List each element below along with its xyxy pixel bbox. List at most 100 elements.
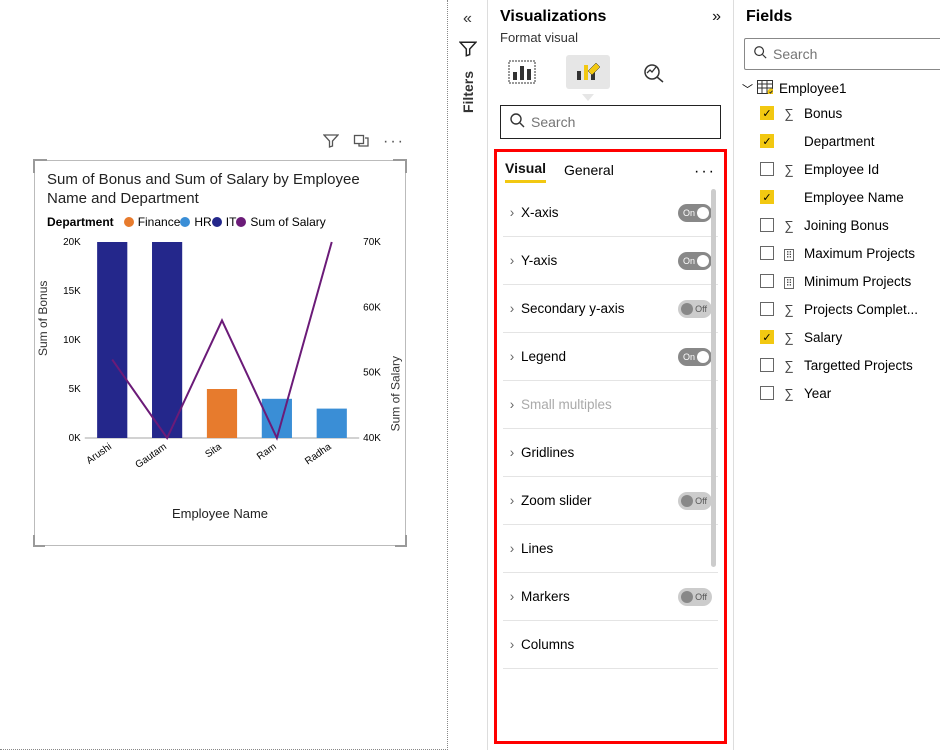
chevron-right-icon: › [503,589,521,604]
table-node[interactable]: ﹀ Employee1 [734,78,940,99]
checkbox[interactable] [760,386,774,400]
expand-filters-icon[interactable]: « [463,10,472,28]
build-visual-icon[interactable] [500,55,544,89]
field-item[interactable]: ✓∑Salary [734,323,940,351]
toggle[interactable]: On [678,204,712,222]
calculator-icon: ⠿ [782,246,796,261]
format-card[interactable]: ›X-axisOn [503,189,718,237]
toggle[interactable]: Off [678,588,712,606]
field-item[interactable]: ∑ Employee Id [734,155,940,183]
svg-text:Gautam: Gautam [134,441,169,470]
chevron-right-icon: › [503,349,521,364]
fields-pane: Fields » ﹀ Employee1 ✓∑Bonus✓Department∑… [734,0,940,750]
field-item[interactable]: ✓ ∑ Bonus [734,99,940,127]
tab-visual[interactable]: Visual [505,160,546,183]
sigma-icon: ∑ [782,106,796,121]
format-card[interactable]: ›Zoom sliderOff [503,477,718,525]
focus-mode-icon[interactable] [353,133,369,154]
filters-label: Filters [460,71,476,113]
svg-text:40K: 40K [363,432,381,443]
toggle[interactable]: On [678,252,712,270]
analytics-icon[interactable] [632,55,676,89]
filter-icon[interactable] [323,133,339,154]
field-name: Projects Complet... [804,302,940,317]
toggle[interactable]: Off [678,300,712,318]
card-label: Lines [521,541,712,556]
format-card[interactable]: ›Gridlines [503,429,718,477]
legend-label: Department [47,215,114,229]
checkbox[interactable]: ✓ [760,190,774,204]
format-search-input[interactable] [531,114,712,130]
checkbox[interactable]: ✓ [760,134,774,148]
sigma-icon: ∑ [782,330,796,345]
checkbox[interactable] [760,274,774,288]
field-item[interactable]: ∑Targetted Projects [734,351,940,379]
checkbox[interactable] [760,162,774,176]
card-label: Gridlines [521,445,712,460]
format-search[interactable] [500,105,721,139]
format-card[interactable]: ›MarkersOff [503,573,718,621]
calculator-icon: ⠿ [782,274,796,289]
format-cards-container: Visual General ··· ›X-axisOn›Y-axisOn›Se… [494,149,727,744]
format-card[interactable]: ›Y-axisOn [503,237,718,285]
svg-text:50K: 50K [363,367,381,378]
chart-title: Sum of Bonus and Sum of Salary by Employ… [35,161,405,213]
format-card[interactable]: ›Lines [503,525,718,573]
chevron-right-icon: › [503,541,521,556]
filters-pane-collapsed[interactable]: « Filters [448,0,488,750]
field-item[interactable]: ✓Employee Name [734,183,940,211]
report-canvas[interactable]: ··· Sum of Bonus and Sum of Salary by Em… [0,0,448,750]
field-name: Employee Id [804,162,940,177]
chevron-right-icon: › [503,493,521,508]
checkbox[interactable] [760,358,774,372]
svg-text:70K: 70K [363,236,381,247]
tab-general[interactable]: General [564,162,614,182]
toggle[interactable]: On [678,348,712,366]
svg-text:Sita: Sita [203,441,224,460]
legend-item: Finance [124,215,181,229]
field-item[interactable]: ∑Joining Bonus [734,211,940,239]
view-switcher [488,51,733,97]
more-options-icon[interactable]: ··· [383,133,405,154]
sigma-icon: ∑ [782,162,796,177]
chevron-right-icon: › [503,397,521,412]
field-item[interactable]: ✓ Department [734,127,940,155]
chevron-right-icon: › [503,301,521,316]
chevron-right-icon: › [503,637,521,652]
svg-text:5K: 5K [69,383,82,394]
field-item[interactable]: ⠿ Minimum Projects [734,267,940,295]
chevron-down-icon: ﹀ [742,81,753,97]
fields-search-input[interactable] [773,46,940,62]
collapse-visualizations-icon[interactable]: » [712,8,721,26]
x-axis-title: Employee Name [35,476,405,527]
svg-text:60K: 60K [363,302,381,313]
tab-more-icon[interactable]: ··· [694,163,716,181]
field-item[interactable]: ∑Year [734,379,940,407]
visualizations-pane: Visualizations » Format visual Visual Ge… [488,0,734,750]
format-visual-icon[interactable] [566,55,610,89]
field-item[interactable]: ∑Projects Complet... [734,295,940,323]
svg-text:20K: 20K [63,236,81,247]
checkbox[interactable] [760,302,774,316]
format-card[interactable]: ›Columns [503,621,718,669]
toggle[interactable]: Off [678,492,712,510]
field-name: Bonus [804,106,940,121]
card-label: X-axis [521,205,678,220]
visualizations-title: Visualizations [500,8,606,26]
format-card[interactable]: ›LegendOn [503,333,718,381]
legend-item: IT [212,215,237,229]
field-name: Minimum Projects [804,274,940,289]
field-name: Year [804,386,940,401]
checkbox[interactable] [760,246,774,260]
y-left-axis-title: Sum of Bonus [36,280,50,355]
checkbox[interactable]: ✓ [760,106,774,120]
chart-visual-frame[interactable]: ··· Sum of Bonus and Sum of Salary by Em… [34,160,406,546]
fields-search[interactable] [744,38,940,70]
chart-legend: Department FinanceHRITSum of Salary [35,213,405,236]
chart-plot: Sum of Bonus Sum of Salary 0K5K10K15K20K… [47,236,393,476]
field-item[interactable]: ⠿Maximum Projects [734,239,940,267]
checkbox[interactable] [760,218,774,232]
checkbox[interactable]: ✓ [760,330,774,344]
format-card[interactable]: ›Secondary y-axisOff [503,285,718,333]
field-name: Department [804,134,940,149]
